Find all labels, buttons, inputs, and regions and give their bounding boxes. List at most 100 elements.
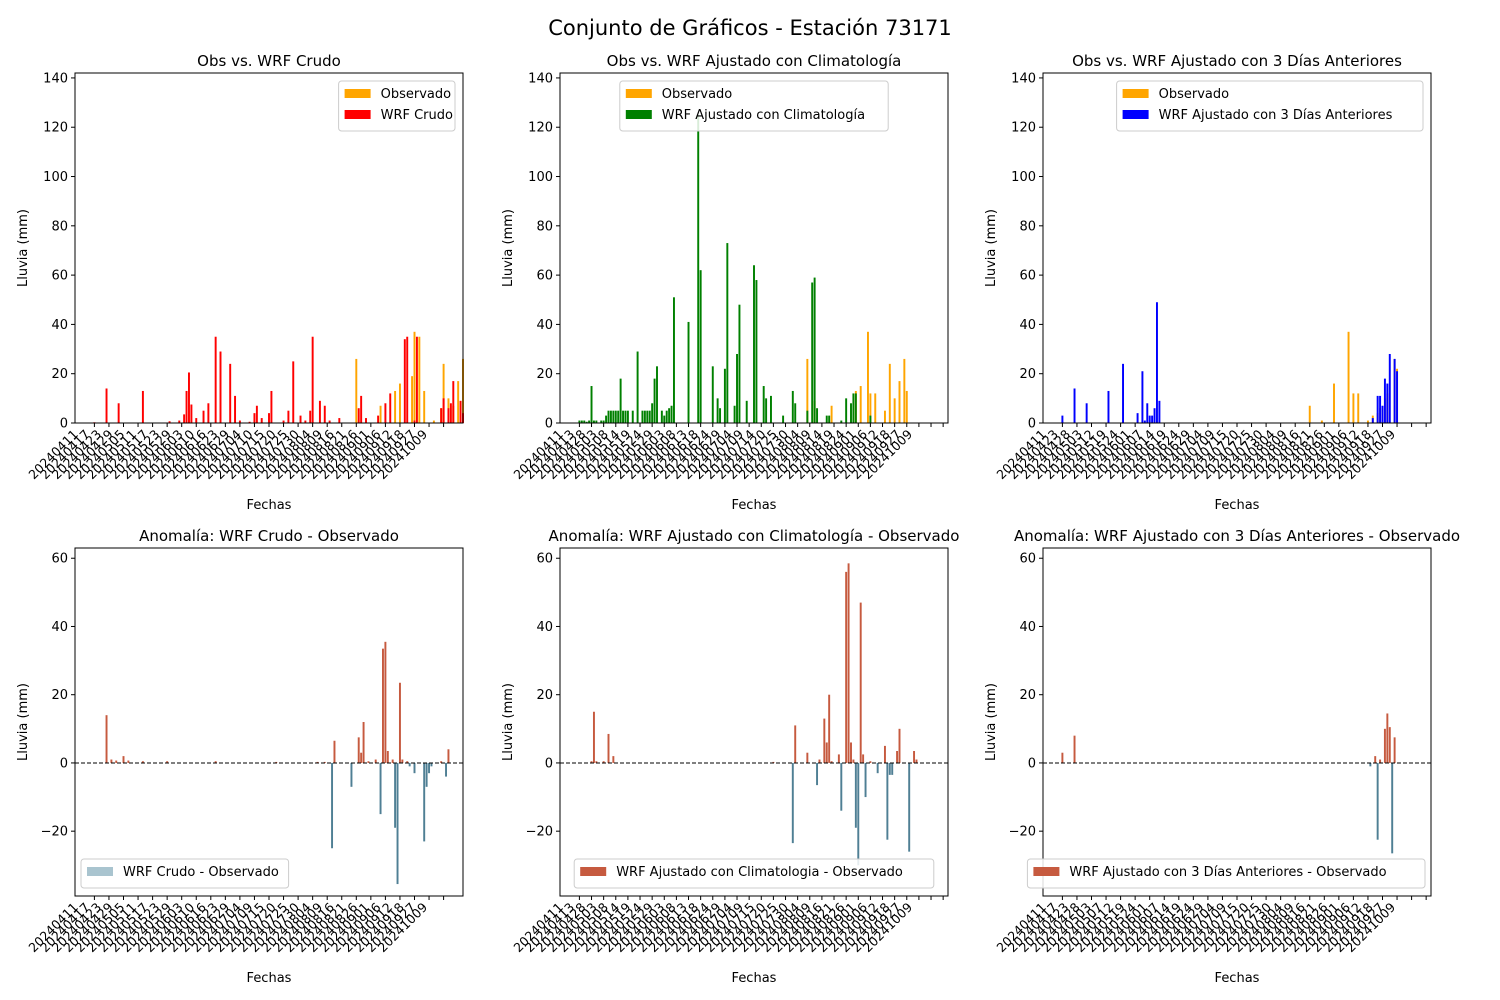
bar [403, 339, 406, 423]
bar [1156, 302, 1158, 423]
bar [396, 762, 399, 885]
bar [1379, 759, 1382, 763]
bar [622, 410, 625, 423]
legend-swatch [344, 89, 371, 98]
bar [782, 415, 785, 423]
bar [772, 761, 775, 763]
bar [830, 405, 833, 423]
bar [716, 398, 719, 423]
bar [1308, 405, 1311, 423]
bar [1379, 395, 1382, 423]
bar [442, 398, 445, 423]
bar [806, 410, 809, 423]
y-tick-label: 140 [528, 71, 553, 86]
bar [1347, 331, 1350, 423]
bar [292, 361, 295, 423]
y-tick-label: 0 [60, 417, 68, 432]
legend: Observado WRF Ajustado con Climatología [619, 80, 889, 132]
bar [607, 733, 610, 763]
bar [711, 366, 714, 423]
legend-label: Observado [1159, 87, 1230, 102]
bar [122, 756, 125, 763]
y-tick-label: 140 [43, 71, 68, 86]
bar [738, 304, 741, 423]
bar [823, 718, 826, 763]
bar [791, 762, 794, 844]
bar [614, 410, 617, 423]
legend-label: WRF Ajustado con Climatología [662, 108, 865, 123]
bar [840, 762, 843, 811]
bar [668, 408, 671, 423]
bar [452, 381, 455, 423]
legend: WRF Ajustado con Climatologia - Observad… [573, 858, 935, 889]
bar [406, 336, 409, 423]
bar [323, 405, 326, 423]
bar [869, 415, 872, 423]
bar [389, 393, 392, 423]
bar [1393, 358, 1396, 423]
bar [398, 383, 401, 423]
axes-frame [559, 72, 949, 424]
y-axis-label: Lluvia (mm) [16, 683, 31, 761]
legend-box [80, 858, 290, 889]
bar [357, 408, 360, 423]
bar [1320, 420, 1323, 423]
y-tick-label: 100 [528, 170, 553, 185]
bar [318, 400, 321, 423]
bar [1085, 403, 1088, 423]
bar [406, 761, 409, 763]
bar [745, 400, 748, 423]
bar [612, 756, 615, 763]
bar [602, 420, 605, 423]
y-tick-label: 20 [51, 367, 68, 382]
bar [687, 321, 690, 423]
bar [141, 390, 144, 423]
bar [229, 363, 232, 423]
bar [333, 740, 336, 763]
bar [166, 761, 169, 763]
legend-label: WRF Ajustado con 3 Días Anteriores [1159, 108, 1393, 123]
bar [1146, 403, 1149, 423]
bar [660, 410, 663, 423]
bar [825, 415, 828, 423]
legend-box [1116, 80, 1424, 132]
bar [445, 762, 447, 777]
bar [447, 408, 450, 423]
bar [898, 381, 901, 423]
bar [309, 410, 312, 423]
y-tick-label: 0 [545, 756, 553, 771]
bar [360, 395, 363, 423]
bar [762, 386, 765, 423]
bar [641, 410, 644, 423]
bar [323, 761, 326, 763]
bar [394, 390, 397, 423]
bar [869, 393, 872, 423]
bar [423, 390, 426, 423]
y-tick-label: 20 [1019, 688, 1036, 703]
bar [255, 405, 258, 423]
axes-frame [559, 547, 949, 897]
bar [238, 420, 241, 423]
bar [753, 265, 755, 423]
bar [840, 420, 843, 423]
bar [825, 742, 828, 763]
series-2 [93, 336, 464, 423]
legend: WRF Ajustado con 3 Días Anteriores - Obs… [1026, 858, 1426, 889]
bar [411, 376, 414, 423]
legend: Observado WRF Ajustado con 3 Días Anterio… [1116, 80, 1424, 132]
bar [1141, 371, 1144, 423]
bar [1381, 405, 1384, 423]
bar [377, 415, 380, 423]
bar [275, 761, 278, 763]
bar [311, 336, 314, 423]
y-tick-label: 40 [51, 620, 68, 635]
bar [214, 761, 217, 763]
bar [248, 421, 251, 423]
bar [806, 358, 809, 423]
bar [617, 410, 620, 423]
subplot-title: Anomalía: WRF Ajustado con 3 Días Anteri… [1014, 527, 1460, 545]
bar [813, 277, 816, 423]
bar [1388, 353, 1391, 423]
bar [585, 421, 588, 423]
